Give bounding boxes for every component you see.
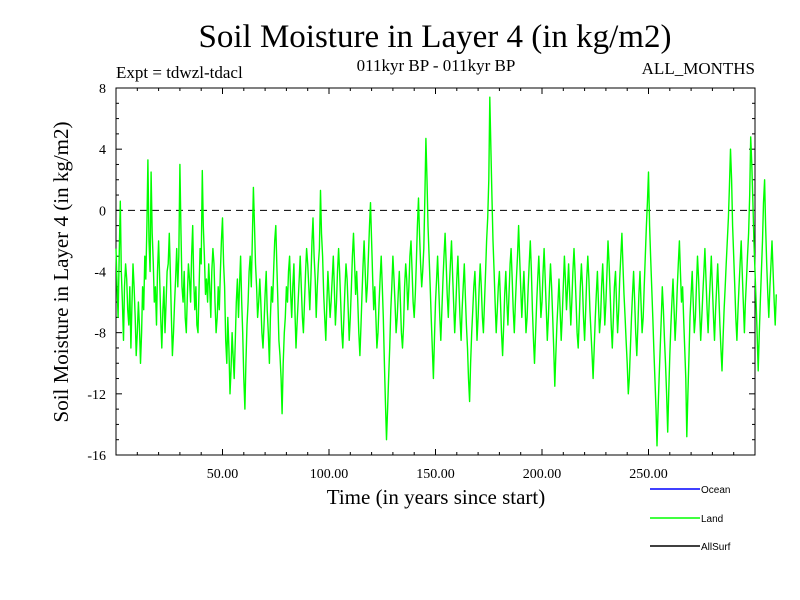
legend-label-ocean: Ocean [701,485,730,496]
x-axis-ticks: 50.00 100.00 150.00 200.00 250.00 [136,88,735,482]
series-line-land [115,96,777,447]
x-tick-label: 100.00 [310,467,349,482]
x-tick-label: 150.00 [416,467,455,482]
legend-label-allsurf: AllSurf [701,542,731,553]
legend-label-land: Land [701,514,723,525]
x-tick-label: 250.00 [629,467,668,482]
series-layer [115,96,777,447]
legend: Ocean Land AllSurf [650,485,731,553]
experiment-label: Expt = tdwzl-tdacl [116,63,243,82]
chart-title: Soil Moisture in Layer 4 (in kg/m2) [199,19,672,55]
y-axis-ticks: -16 -12 -8 -4 0 4 8 [87,82,755,464]
x-axis-label: Time (in years since start) [327,485,546,509]
y-tick-label: -4 [94,266,106,281]
x-tick-label: 50.00 [207,467,239,482]
y-tick-label: 0 [99,204,106,219]
y-tick-label: -12 [87,388,106,403]
period-label: 011kyr BP - 011kyr BP [357,56,516,75]
y-axis-label: Soil Moisture in Layer 4 (in kg/m2) [49,122,73,423]
y-tick-label: 4 [99,143,106,158]
y-tick-label: 8 [99,82,106,97]
months-label: ALL_MONTHS [642,59,755,78]
y-tick-label: -16 [87,449,106,464]
y-tick-label: -8 [94,327,106,342]
x-tick-label: 200.00 [523,467,562,482]
